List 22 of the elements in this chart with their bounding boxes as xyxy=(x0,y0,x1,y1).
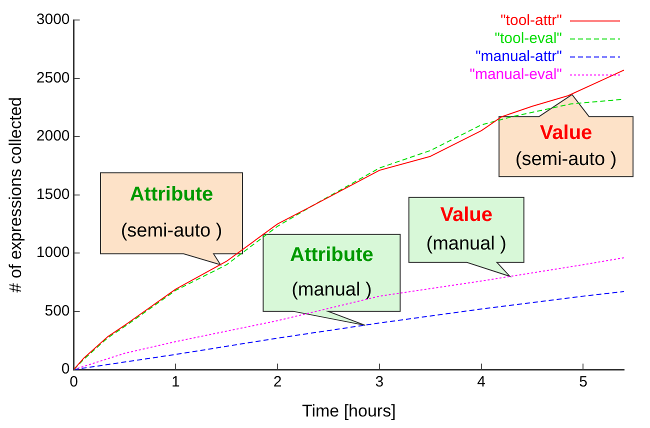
y-tick-label: 1000 xyxy=(36,244,70,262)
x-tick-label: 5 xyxy=(579,374,588,391)
x-tick-label: 1 xyxy=(171,374,180,391)
annotation: Value (manual ) xyxy=(426,204,507,254)
x-tick-label: 3 xyxy=(375,374,384,391)
x-tick-label: 2 xyxy=(273,374,282,391)
x-axis-title: Time [hours] xyxy=(302,401,396,420)
legend-label: "tool-eval" xyxy=(494,30,562,47)
x-tick-label: 4 xyxy=(477,374,486,391)
y-axis-title: # of expressions collected xyxy=(6,96,25,293)
y-tick-label: 1500 xyxy=(36,186,70,203)
y-tick-label: 3000 xyxy=(36,11,70,28)
legend-label: "tool-attr" xyxy=(500,12,562,29)
y-tick-label: 0 xyxy=(61,360,70,378)
annotation: Attribute (manual ) xyxy=(290,244,374,300)
y-tick-label: 2000 xyxy=(36,128,70,145)
annotation: Attribute (semi-auto ) xyxy=(120,183,222,242)
y-tick-label: 500 xyxy=(44,302,70,320)
annotation: Value (semi-auto ) xyxy=(515,122,617,170)
y-tick-label: 2500 xyxy=(36,69,70,86)
legend-label: "manual-eval" xyxy=(470,66,562,83)
legend-label: "manual-attr" xyxy=(475,48,562,65)
